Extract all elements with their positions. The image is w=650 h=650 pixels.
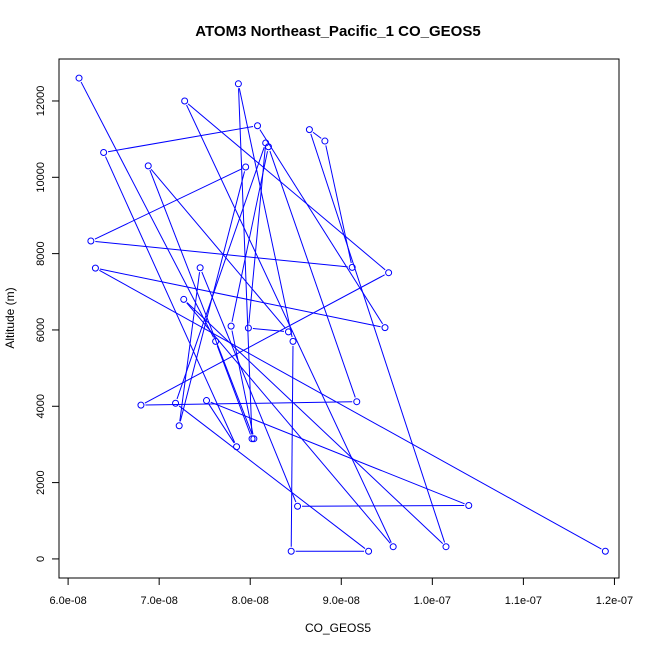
data-point xyxy=(233,443,241,451)
x-tick-label: 1.0e-07 xyxy=(414,595,451,607)
series-segment xyxy=(178,405,366,549)
data-point xyxy=(212,337,220,345)
data-point xyxy=(227,322,235,330)
series-points xyxy=(75,74,609,555)
y-tick-label: 8000 xyxy=(35,241,47,265)
x-tick-label: 9.0e-08 xyxy=(323,595,360,607)
series-segment xyxy=(231,151,269,322)
series-segment xyxy=(150,168,286,329)
data-point xyxy=(87,237,95,245)
data-point xyxy=(175,422,183,430)
data-point xyxy=(137,401,145,409)
series-segment xyxy=(99,269,602,550)
y-axis-label: Altitude (m) xyxy=(3,287,17,348)
series-segment xyxy=(238,88,293,338)
data-point xyxy=(244,324,252,332)
series-segment xyxy=(187,103,386,271)
x-axis-label: CO_GEOS5 xyxy=(305,621,371,635)
x-tick-label: 1.1e-07 xyxy=(505,595,542,607)
series-segment xyxy=(259,129,384,325)
data-point xyxy=(91,264,99,272)
data-point xyxy=(601,547,609,555)
data-point xyxy=(181,97,189,105)
data-point xyxy=(442,543,450,551)
series-segment xyxy=(290,345,294,547)
data-point xyxy=(389,543,397,551)
series-segment xyxy=(310,133,446,543)
data-point xyxy=(242,163,250,171)
data-point xyxy=(254,122,262,130)
data-point xyxy=(203,397,211,405)
data-point xyxy=(172,399,180,407)
series-segment xyxy=(95,240,348,268)
x-tick-label: 7.0e-08 xyxy=(141,595,178,607)
y-tick-label: 6000 xyxy=(35,318,47,342)
series-segment xyxy=(201,271,297,503)
series-segment xyxy=(105,156,236,443)
data-point xyxy=(294,502,302,510)
series-segment xyxy=(179,171,246,422)
y-axis: 0 2000 4000 6000 8000 10000 12000 xyxy=(35,86,60,562)
x-tick-label: 1.2e-07 xyxy=(596,595,633,607)
series-segment xyxy=(269,150,356,398)
data-point xyxy=(465,501,473,509)
series-segment xyxy=(302,505,465,507)
y-tick-label: 0 xyxy=(35,556,47,562)
series-segment xyxy=(94,168,242,240)
series-segment xyxy=(186,104,392,543)
y-tick-label: 12000 xyxy=(35,86,47,117)
data-point xyxy=(250,435,258,443)
series-segment xyxy=(99,268,381,328)
data-point xyxy=(348,263,356,271)
data-point xyxy=(234,80,242,88)
data-point xyxy=(144,162,152,170)
data-point xyxy=(100,148,108,156)
series-segment xyxy=(144,274,385,404)
data-point xyxy=(353,398,361,406)
series-lines xyxy=(80,81,602,552)
data-point xyxy=(248,435,256,443)
chart-title: ATOM3 Northeast_Pacific_1 CO_GEOS5 xyxy=(195,23,480,40)
series-segment xyxy=(107,126,254,153)
series-segment xyxy=(312,131,322,139)
series-segment xyxy=(176,147,265,400)
series-segment xyxy=(80,81,214,338)
series-segment xyxy=(186,302,391,544)
data-point xyxy=(75,74,83,82)
series-segment xyxy=(325,145,352,264)
data-point xyxy=(196,264,204,272)
data-point xyxy=(365,547,373,555)
series-segment xyxy=(208,404,235,444)
series-segment xyxy=(179,272,201,422)
x-tick-label: 6.0e-08 xyxy=(49,595,86,607)
data-point xyxy=(381,324,389,332)
y-tick-label: 2000 xyxy=(35,470,47,494)
y-tick-label: 10000 xyxy=(35,162,47,193)
data-point xyxy=(180,295,188,303)
x-tick-label: 8.0e-08 xyxy=(232,595,269,607)
data-point xyxy=(289,337,297,345)
data-point xyxy=(321,137,329,145)
x-axis: 6.0e-08 7.0e-08 8.0e-08 9.0e-08 1.0e-07 1.1e-… xyxy=(49,577,633,607)
data-point xyxy=(305,126,313,134)
series-segment xyxy=(145,401,353,406)
series-segment xyxy=(216,345,251,435)
series-segment xyxy=(210,401,465,505)
y-tick-label: 4000 xyxy=(35,394,47,418)
data-point xyxy=(284,328,292,336)
data-point xyxy=(287,547,295,555)
data-point xyxy=(385,269,393,277)
series-segment xyxy=(149,169,253,435)
data-point xyxy=(264,143,272,151)
